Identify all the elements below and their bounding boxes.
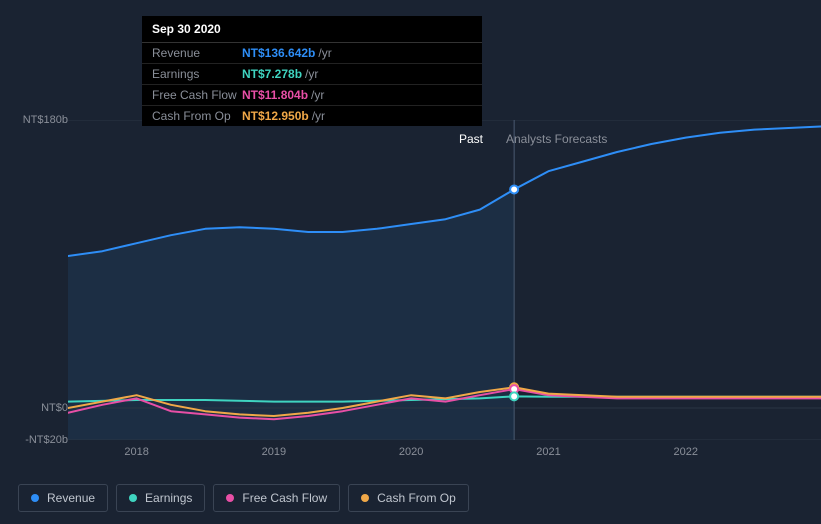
legend-label: Free Cash Flow xyxy=(242,491,327,505)
tooltip-unit: /yr xyxy=(312,109,325,123)
tooltip-row: Free Cash FlowNT$11.804b/yr xyxy=(142,85,482,106)
legend-color-dot xyxy=(129,494,137,502)
legend-color-dot xyxy=(361,494,369,502)
tooltip-row: RevenueNT$136.642b/yr xyxy=(142,43,482,64)
tooltip-metric-label: Earnings xyxy=(152,67,242,81)
forecast-section-label: Analysts Forecasts xyxy=(506,132,607,146)
legend-label: Revenue xyxy=(47,491,95,505)
chart-svg xyxy=(68,120,821,440)
legend-item[interactable]: Free Cash Flow xyxy=(213,484,340,512)
tooltip-row: EarningsNT$7.278b/yr xyxy=(142,64,482,85)
past-section-label: Past xyxy=(459,132,483,146)
legend-label: Cash From Op xyxy=(377,491,456,505)
y-tick-label: NT$180b xyxy=(23,114,68,126)
y-tick-label: -NT$20b xyxy=(25,434,68,446)
tooltip-metric-value: NT$11.804b xyxy=(242,88,308,102)
data-marker xyxy=(510,185,518,193)
chart-legend: Revenue Earnings Free Cash Flow Cash From O… xyxy=(18,484,469,512)
tooltip-unit: /yr xyxy=(318,46,331,60)
x-tick-label: 2021 xyxy=(536,446,560,458)
legend-color-dot xyxy=(226,494,234,502)
tooltip-metric-label: Free Cash Flow xyxy=(152,88,242,102)
legend-item[interactable]: Earnings xyxy=(116,484,205,512)
x-tick-label: 2018 xyxy=(124,446,148,458)
tooltip-metric-value: NT$7.278b xyxy=(242,67,302,81)
tooltip-metric-label: Cash From Op xyxy=(152,109,242,123)
tooltip-unit: /yr xyxy=(305,67,318,81)
chart-area[interactable]: Past Analysts Forecasts 2018 2019 2020 2021… xyxy=(18,120,803,460)
tooltip-metric-value: NT$136.642b xyxy=(242,46,315,60)
y-axis: NT$180bNT$0-NT$20b xyxy=(18,120,68,440)
tooltip-metric-label: Revenue xyxy=(152,46,242,60)
x-tick-label: 2020 xyxy=(399,446,423,458)
legend-color-dot xyxy=(31,494,39,502)
chart-plot[interactable]: Past Analysts Forecasts xyxy=(68,120,821,440)
data-marker xyxy=(510,392,518,400)
x-tick-label: 2022 xyxy=(673,446,697,458)
legend-item[interactable]: Revenue xyxy=(18,484,108,512)
tooltip-date: Sep 30 2020 xyxy=(142,16,482,43)
data-tooltip: Sep 30 2020 RevenueNT$136.642b/yrEarning… xyxy=(142,16,482,126)
y-tick-label: NT$0 xyxy=(41,402,68,414)
legend-label: Earnings xyxy=(145,491,192,505)
legend-item[interactable]: Cash From Op xyxy=(348,484,469,512)
tooltip-unit: /yr xyxy=(311,88,324,102)
tooltip-row: Cash From OpNT$12.950b/yr xyxy=(142,106,482,126)
x-tick-label: 2019 xyxy=(262,446,286,458)
tooltip-metric-value: NT$12.950b xyxy=(242,109,309,123)
